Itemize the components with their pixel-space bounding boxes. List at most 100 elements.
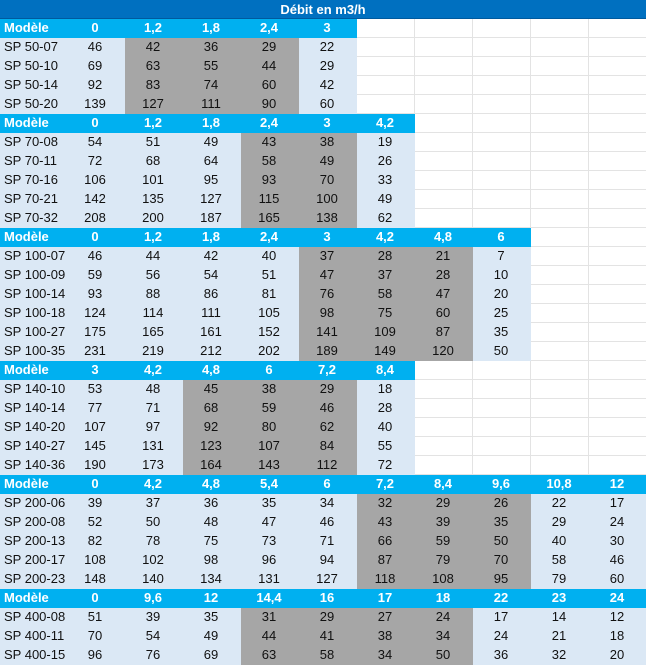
flow-value-cell: 27 [356,607,415,627]
flow-column-header: 1,8 [182,19,241,38]
flow-value-cell: 58 [530,550,589,570]
flow-value-cell: 72 [66,151,125,171]
flow-value-cell: 32 [530,645,589,665]
empty-cell [472,151,531,171]
section-header-row: Modèle 0 9,6 12 14,4 16 17 18 22 23 24 [0,588,646,608]
flow-value-cell: 37 [298,246,357,266]
flow-value-cell: 70 [66,626,125,646]
flow-column-header: 8,4 [356,360,415,380]
flow-value-cell: 35 [182,607,241,627]
empty-cell [356,19,415,38]
flow-value-cell: 148 [66,569,125,589]
empty-cell [356,94,415,114]
empty-cell [530,56,589,76]
flow-value-cell: 25 [472,303,531,323]
flow-value-cell: 75 [182,531,241,551]
empty-cell [414,56,473,76]
empty-cell [530,151,589,171]
flow-value-cell: 111 [182,303,241,323]
model-name-cell: SP 140-36 [0,455,67,475]
model-name-cell: SP 70-16 [0,170,67,190]
flow-value-cell: 71 [298,531,357,551]
model-name-cell: SP 50-10 [0,56,67,76]
flow-value-cell: 33 [356,170,415,190]
flow-value-cell: 90 [240,94,299,114]
flow-value-cell: 81 [240,284,299,304]
flow-value-cell: 74 [182,75,241,95]
flow-value-cell: 112 [298,455,357,475]
flow-value-cell: 26 [472,493,531,513]
flow-value-cell: 79 [530,569,589,589]
empty-cell [472,94,531,114]
table-row: SP 200-06 39 37 36 35 34 32 29 26 22 17 [0,493,646,513]
flow-value-cell: 127 [298,569,357,589]
flow-value-cell: 35 [240,493,299,513]
flow-value-cell: 79 [414,550,473,570]
flow-column-header: 2,4 [240,19,299,38]
flow-column-header: 3 [298,113,357,133]
flow-value-cell: 54 [66,132,125,152]
flow-column-header: 4,8 [414,227,473,247]
flow-value-cell: 36 [472,645,531,665]
flow-value-cell: 46 [298,512,357,532]
table-row: SP 100-09 59 56 54 51 47 37 28 10 [0,265,646,285]
flow-column-header: 12 [588,474,646,494]
flow-value-cell: 72 [356,455,415,475]
table-row: SP 70-08 54 51 49 43 38 19 [0,132,646,152]
flow-column-header: 5,4 [240,474,299,494]
flow-value-cell: 28 [356,246,415,266]
flow-value-cell: 120 [414,341,473,361]
empty-cell [414,417,473,437]
table-row: SP 200-23 148 140 134 131 127 118 108 95 79 60 [0,569,646,589]
flow-value-cell: 54 [124,626,183,646]
model-name-cell: SP 200-08 [0,512,67,532]
empty-cell [414,189,473,209]
empty-cell [472,132,531,152]
flow-value-cell: 19 [356,132,415,152]
flow-value-cell: 63 [240,645,299,665]
flow-column-header: 7,2 [356,474,415,494]
flow-column-header: 0 [66,19,125,38]
flow-value-cell: 44 [124,246,183,266]
empty-cell [414,132,473,152]
flow-value-cell: 111 [182,94,241,114]
model-column-header: Modèle [0,360,67,380]
empty-cell [588,75,646,95]
flow-value-cell: 24 [472,626,531,646]
empty-cell [588,417,646,437]
table-row: SP 100-27 175 165 161 152 141 109 87 35 [0,322,646,342]
empty-cell [530,360,589,380]
section-header-row: Modèle 0 1,2 1,8 2,4 3 4,2 [0,113,646,133]
flow-column-header: 1,8 [182,227,241,247]
flow-value-cell: 138 [298,208,357,228]
flow-value-cell: 73 [240,531,299,551]
empty-cell [472,170,531,190]
section-header-row: Modèle 0 1,2 1,8 2,4 3 4,2 4,8 6 [0,227,646,247]
table-row: SP 400-15 96 76 69 63 58 34 50 36 32 20 [0,645,646,665]
flow-value-cell: 161 [182,322,241,342]
table-row: SP 70-11 72 68 64 58 49 26 [0,151,646,171]
flow-value-cell: 42 [298,75,357,95]
flow-value-cell: 152 [240,322,299,342]
empty-cell [588,113,646,133]
flow-value-cell: 51 [66,607,125,627]
flow-value-cell: 22 [530,493,589,513]
empty-cell [530,227,589,247]
flow-value-cell: 37 [356,265,415,285]
empty-cell [472,398,531,418]
flow-value-cell: 189 [298,341,357,361]
flow-value-cell: 18 [588,626,646,646]
flow-value-cell: 114 [124,303,183,323]
flow-value-cell: 88 [124,284,183,304]
flow-value-cell: 64 [182,151,241,171]
section-header-row: Modèle 3 4,2 4,8 6 7,2 8,4 [0,360,646,380]
flow-column-header: 12 [182,588,241,608]
flow-value-cell: 38 [240,379,299,399]
empty-cell [530,303,589,323]
table-row: SP 70-32 208 200 187 165 138 62 [0,208,646,228]
empty-cell [530,379,589,399]
empty-cell [588,37,646,57]
flow-value-cell: 48 [124,379,183,399]
table-row: SP 200-17 108 102 98 96 94 87 79 70 58 46 [0,550,646,570]
flow-value-cell: 46 [298,398,357,418]
